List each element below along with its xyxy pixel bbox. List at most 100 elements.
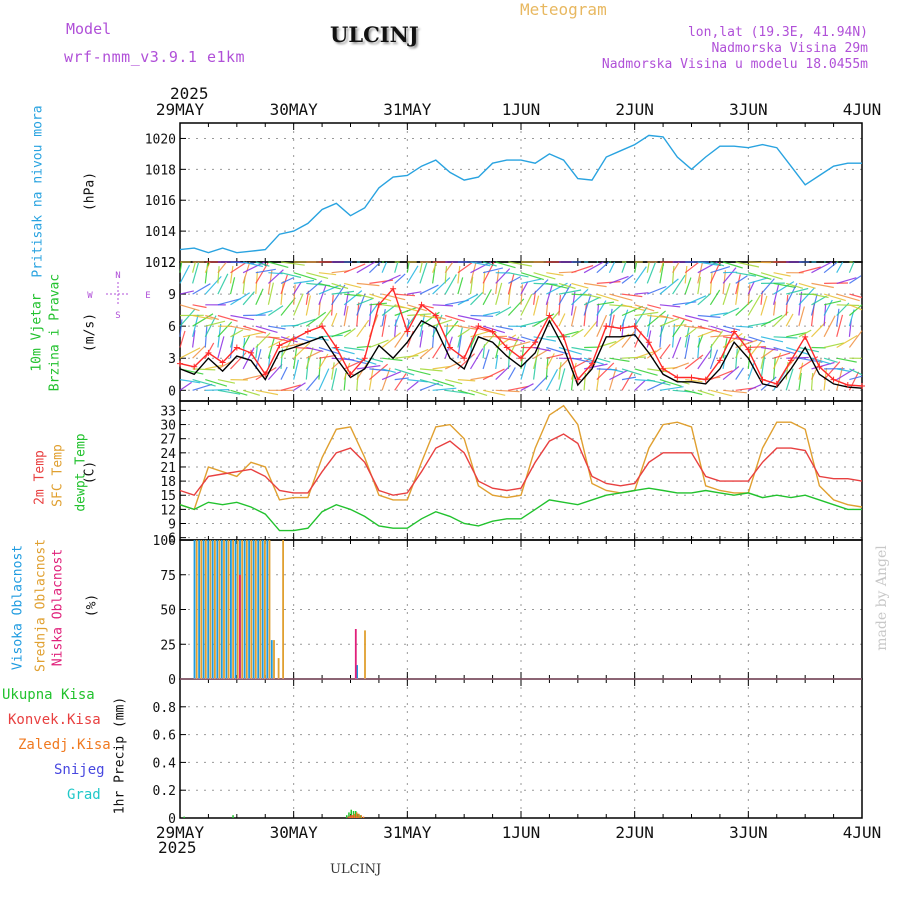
cloud-bar	[239, 574, 241, 680]
wind-arrow	[773, 282, 797, 289]
wind-arrow	[192, 330, 196, 348]
wind-arrow	[229, 327, 237, 348]
wind-arrow	[836, 314, 844, 337]
wind-arrow	[368, 367, 374, 391]
wind-arrow	[482, 368, 505, 381]
wind-arrow	[432, 304, 454, 307]
wind-arrow	[331, 282, 349, 290]
wind-arrow	[419, 379, 444, 387]
wind-arrow	[318, 334, 343, 338]
wind-arrow	[356, 261, 376, 274]
wind-arrow	[634, 311, 659, 317]
wind-arrow	[659, 261, 665, 284]
wind-arrow	[407, 348, 429, 359]
wind-arrow	[469, 348, 484, 370]
wind-arrow	[495, 306, 512, 317]
gust-marker	[702, 376, 709, 383]
wind-arrow	[331, 312, 338, 327]
wind-arrow	[280, 281, 284, 305]
wind-arrow	[773, 281, 795, 295]
wind-arrow	[672, 324, 687, 327]
day-label-top: 30MAY	[270, 100, 319, 119]
wind-arrow	[684, 327, 697, 338]
wind-arrow	[356, 294, 366, 316]
wind-arrow	[634, 292, 649, 295]
gust-marker	[773, 380, 780, 387]
wind-arrow	[697, 314, 721, 318]
wind-arrow	[659, 317, 680, 327]
wind-arrow	[533, 346, 551, 352]
wind-arrow	[344, 357, 368, 365]
ytick-label-temp: 30	[160, 419, 176, 434]
wind-arrow	[659, 304, 681, 308]
wind-arrow	[621, 309, 629, 327]
wind-arrow	[419, 314, 426, 337]
wind-arrow	[684, 354, 704, 370]
wind-arrow	[811, 261, 833, 274]
wind-arrow	[255, 325, 278, 333]
wind-arrow	[810, 373, 814, 391]
wind-arrow	[823, 361, 841, 380]
wind-arrow	[470, 314, 494, 317]
wind-arrow	[659, 324, 663, 348]
wind-arrow	[533, 272, 556, 280]
wind-arrow	[293, 279, 315, 284]
wind-arrow	[230, 389, 248, 396]
wind-arrow	[735, 275, 748, 284]
lonlat-text: lon,lat (19.3E, 41.94N)	[687, 25, 868, 40]
day-label-bottom: 31MAY	[383, 823, 432, 842]
wind-arrow	[798, 357, 823, 363]
cloud-bar	[259, 540, 262, 679]
precip-bar	[359, 815, 362, 818]
wind-arrow	[217, 261, 227, 274]
panel-frame-precip	[179, 678, 863, 819]
wind-arrow	[533, 282, 558, 285]
wind-arrow	[571, 328, 584, 338]
cloud-bar	[252, 540, 255, 679]
cloud-bar	[268, 540, 271, 679]
wind-arrow	[419, 346, 434, 359]
wind-arrow	[786, 287, 809, 295]
wind-arrow	[722, 338, 728, 359]
wind-arrow	[697, 261, 704, 284]
gust-marker	[304, 328, 311, 335]
wind-arrow	[255, 268, 276, 274]
gust-marker	[177, 360, 183, 367]
wind-arrow	[785, 313, 794, 327]
wind-arrow	[533, 348, 550, 359]
year-top: 2025	[170, 84, 209, 103]
wind-arrow	[697, 261, 718, 266]
wind-arrow	[710, 312, 728, 317]
elevation-text: Nadmorska Visina 29m	[711, 41, 868, 56]
cloud-bar	[245, 540, 248, 679]
wind-arrow	[672, 266, 675, 284]
cloud-bar	[220, 540, 223, 679]
gust-marker	[617, 325, 624, 332]
station-title: ULCINJ	[330, 22, 419, 47]
wind-arrow	[545, 301, 549, 316]
wind-arrow	[179, 308, 196, 327]
gust-marker	[560, 333, 567, 340]
wind-arrow	[318, 309, 332, 327]
wind-arrow	[444, 320, 459, 338]
wind-arrow	[558, 346, 582, 355]
wind-arrow	[748, 272, 772, 280]
wind-arrow	[457, 314, 482, 322]
wind-arrow	[558, 289, 582, 295]
day-label-bottom: 29MAY	[156, 823, 205, 842]
wind-arrow	[482, 331, 497, 348]
wind-arrow	[457, 379, 476, 382]
compass-n: N	[115, 271, 120, 281]
precip-label-1: Ukupna Kisa	[2, 687, 95, 703]
wind-arrow	[469, 276, 474, 295]
wind-arrow	[255, 310, 273, 317]
wind-arrow	[621, 304, 646, 312]
gust-marker	[205, 349, 212, 356]
wind-arrow	[609, 275, 629, 284]
wind-arrow	[533, 279, 549, 295]
wind-arrow	[621, 261, 627, 273]
wind-arrow	[810, 293, 818, 316]
wind-arrow	[179, 261, 183, 273]
wind-arrow	[445, 389, 468, 394]
wind-arrow	[369, 363, 388, 381]
